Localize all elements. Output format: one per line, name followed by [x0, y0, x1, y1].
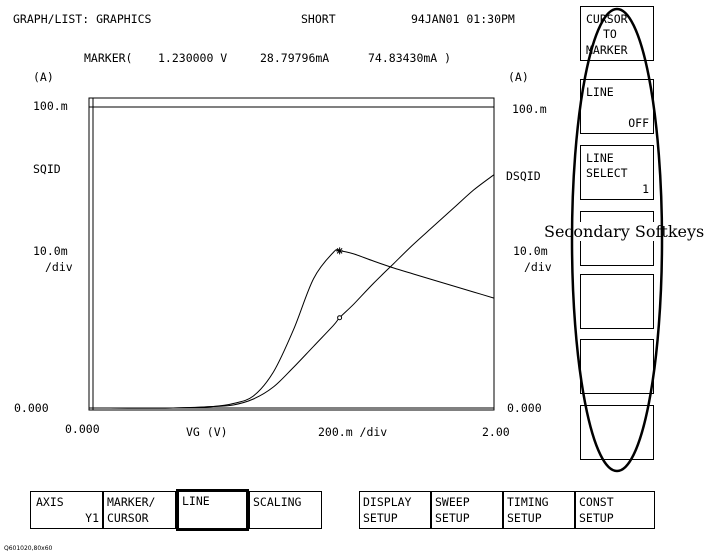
secondary-softkey-5[interactable]: [580, 274, 654, 329]
left-axis-div-value: 10.0m: [33, 244, 68, 258]
softkey-line1: LINE: [586, 151, 614, 165]
secondary-softkey-1[interactable]: CURSOR TO MARKER: [580, 6, 654, 61]
measurement-mode: SHORT: [301, 12, 336, 26]
softkey-top-label: CONST: [579, 495, 614, 509]
left-axis-top-value: 100.m: [33, 99, 68, 113]
secondary-softkey-3[interactable]: LINE SELECT 1: [580, 145, 654, 200]
softkey-line1: LINE: [586, 85, 614, 99]
softkey-top-label: AXIS: [36, 495, 64, 509]
primary-softkey-6[interactable]: SWEEP SETUP: [431, 491, 503, 529]
primary-softkey-8[interactable]: CONST SETUP: [575, 491, 655, 529]
right-axis-top-value: 100.m: [512, 102, 547, 116]
left-axis-div-unit: /div: [45, 260, 73, 274]
softkey-line1: CURSOR: [586, 12, 628, 26]
secondary-softkeys-annotation: Secondary Softkeys: [543, 222, 706, 241]
softkey-top-label: SWEEP: [435, 495, 470, 509]
softkey-line2: SELECT: [586, 166, 628, 180]
left-axis-name: SQID: [33, 162, 61, 176]
right-axis-name: DSQID: [506, 169, 541, 183]
marker-y2-value: 74.83430mA ): [368, 51, 452, 65]
right-axis-unit: (A): [508, 70, 529, 84]
marker-x-value: 1.230000 V: [158, 51, 228, 65]
softkey-top-label: MARKER/: [107, 495, 156, 509]
marker-star-icon: [336, 247, 344, 255]
softkey-bottom-label: CURSOR: [107, 511, 149, 525]
primary-softkey-1[interactable]: AXIS Y1: [30, 491, 103, 529]
softkey-line3: MARKER: [586, 43, 628, 57]
marker-circle-icon: [337, 315, 343, 321]
primary-softkey-3[interactable]: LINE: [176, 489, 249, 531]
softkey-bottom-label: SETUP: [579, 511, 614, 525]
secondary-softkey-2[interactable]: LINE OFF: [580, 79, 654, 134]
left-axis-unit: (A): [33, 70, 54, 84]
softkey-bottom-label: SETUP: [507, 511, 542, 525]
right-axis-bottom-value: 0.000: [507, 401, 542, 415]
x-axis-end-value: 2.00: [482, 425, 510, 439]
secondary-softkey-6[interactable]: [580, 339, 654, 394]
softkey-top-label: DISPLAY: [363, 495, 412, 509]
softkey-line2: TO: [603, 27, 617, 41]
softkey-bottom-label: SETUP: [363, 511, 398, 525]
softkey-top-label: LINE: [182, 494, 210, 508]
softkey-line3: OFF: [628, 116, 649, 130]
softkey-bottom-label: Y1: [85, 511, 99, 525]
softkey-bottom-label: SETUP: [435, 511, 470, 525]
dsqid-curve: [92, 174, 495, 409]
x-axis-start-value: 0.000: [65, 422, 100, 436]
sqid-curve: [92, 249, 495, 409]
secondary-softkey-7[interactable]: [580, 405, 654, 460]
marker-label: MARKER(: [84, 51, 133, 65]
left-axis-bottom-value: 0.000: [14, 401, 49, 415]
primary-softkey-5[interactable]: DISPLAY SETUP: [359, 491, 431, 529]
graph-frame: [88, 97, 495, 411]
marker-y1-value: 28.79796mA: [260, 51, 330, 65]
primary-softkey-7[interactable]: TIMING SETUP: [503, 491, 575, 529]
y-scale-bar: [88, 97, 94, 411]
primary-softkey-4[interactable]: SCALING: [249, 491, 322, 529]
primary-softkey-2[interactable]: MARKER/CURSOR: [103, 491, 176, 529]
softkey-line3: 1: [642, 182, 649, 196]
right-axis-div-unit: /div: [524, 260, 552, 274]
right-axis-div-value: 10.0m: [513, 244, 548, 258]
figure-code: Q601020,80x60: [4, 545, 53, 552]
screen-title: GRAPH/LIST: GRAPHICS: [13, 12, 152, 26]
x-axis-div: 200.m /div: [318, 425, 388, 439]
date-time: 94JAN01 01:30PM: [411, 12, 515, 26]
x-axis-name: VG (V): [186, 425, 228, 439]
softkey-top-label: SCALING: [253, 495, 302, 509]
softkey-top-label: TIMING: [507, 495, 549, 509]
